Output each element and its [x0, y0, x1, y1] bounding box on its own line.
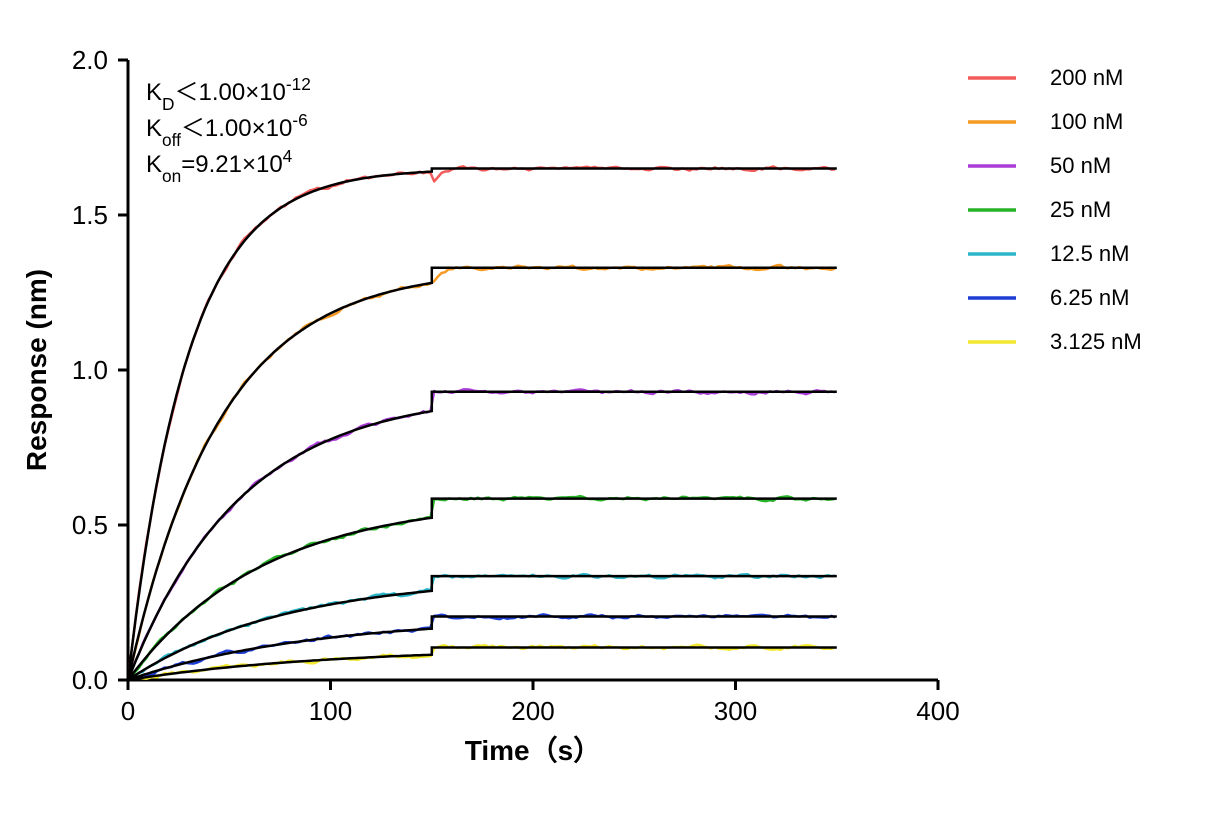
legend-label: 6.25 nM	[1050, 285, 1130, 310]
x-tick-label: 100	[309, 696, 352, 726]
legend-label: 25 nM	[1050, 197, 1111, 222]
x-tick-label: 200	[511, 696, 554, 726]
legend-label: 100 nM	[1050, 109, 1123, 134]
legend-label: 50 nM	[1050, 153, 1111, 178]
legend-label: 12.5 nM	[1050, 241, 1130, 266]
legend-label: 3.125 nM	[1050, 329, 1142, 354]
binding-kinetics-chart: 0 100 200 300 400 Time（s） 0.0 0.5 1.0 1.5 2.0 Respo…	[0, 0, 1232, 825]
y-tick-label: 2.0	[72, 45, 108, 75]
y-tick-label: 1.0	[72, 355, 108, 385]
y-tick-label: 0.5	[72, 510, 108, 540]
y-axis-label: Response (nm)	[21, 269, 52, 471]
legend-label: 200 nM	[1050, 65, 1123, 90]
y-tick-label: 1.5	[72, 200, 108, 230]
chart-svg: 0 100 200 300 400 Time（s） 0.0 0.5 1.0 1.5 2.0 Respo…	[0, 0, 1232, 825]
x-axis-label: Time（s）	[465, 734, 601, 766]
x-tick-label: 0	[121, 696, 135, 726]
y-tick-label: 0.0	[72, 665, 108, 695]
x-tick-label: 300	[714, 696, 757, 726]
x-tick-label: 400	[916, 696, 959, 726]
